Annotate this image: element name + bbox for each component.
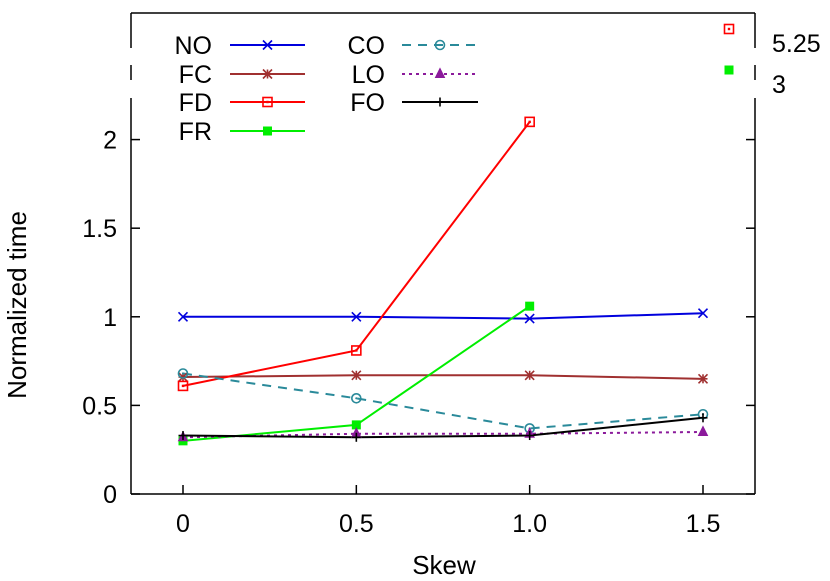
- open-circle-marker: [434, 39, 446, 51]
- open-circle-marker: [351, 393, 362, 404]
- broken-axis-tick-label: 5.25: [772, 30, 821, 58]
- open-square-marker: [723, 23, 735, 35]
- x-axis-ticks: 0 0.5 1.0 1.5: [176, 485, 720, 538]
- y-tick-label: 0: [103, 481, 117, 509]
- legend-label-fo: FO: [350, 89, 385, 117]
- series-markers: [177, 116, 709, 446]
- open-square-marker: [177, 380, 189, 392]
- legend-label-fr: FR: [179, 118, 212, 146]
- filled-square-marker: [351, 420, 361, 430]
- open-square-marker: [262, 96, 273, 108]
- x-marker: [177, 311, 189, 322]
- x-marker: [697, 308, 709, 319]
- legend-label-lo: LO: [352, 61, 385, 89]
- y-tick-label: 1: [103, 304, 117, 332]
- series-line-co: [182, 372, 704, 430]
- series-line-fc: [182, 374, 704, 380]
- legend-label-fc: FC: [179, 61, 212, 89]
- x-tick-label: 1.0: [512, 510, 547, 538]
- star-marker: [262, 68, 273, 80]
- plus-marker: [525, 431, 535, 441]
- star-marker: [697, 373, 709, 384]
- y-axis-label: Normalized time: [2, 211, 32, 399]
- filled-square-marker: [525, 301, 535, 311]
- x-marker: [262, 39, 273, 51]
- legend-label-no: NO: [175, 32, 213, 60]
- y-tick-label: 1.5: [82, 215, 117, 243]
- broken-axis-tick-label: 3: [772, 71, 786, 99]
- y-tick-label: 0.5: [82, 392, 117, 420]
- star-marker: [351, 370, 362, 381]
- legend-label-fd: FD: [179, 89, 212, 117]
- open-circle-marker: [177, 368, 189, 379]
- series-line-no: [183, 312, 704, 320]
- x-tick-label: 0.5: [339, 510, 374, 538]
- x-marker: [351, 311, 362, 322]
- plus-marker: [351, 432, 361, 442]
- plus-marker: [178, 431, 188, 441]
- x-axis-label: Skew: [412, 550, 476, 580]
- series-line-fo: [182, 416, 704, 439]
- filled-square-marker: [263, 126, 272, 136]
- plus-marker: [698, 413, 708, 423]
- x-tick-label: 0: [176, 510, 190, 538]
- series-lines: [182, 121, 704, 442]
- plot-frame: [130, 12, 756, 495]
- legend-label-co: CO: [348, 32, 386, 60]
- y-tick-label: 2: [103, 127, 117, 155]
- filled-square-marker: [724, 65, 734, 75]
- open-square-marker: [351, 345, 362, 356]
- x-marker: [524, 313, 535, 324]
- y-axis-ticks: 0 0.5 1 1.5 2 5.25 3: [82, 30, 820, 509]
- offscale-markers: [723, 23, 735, 75]
- triangle-marker: [697, 425, 709, 436]
- x-tick-label: 1.5: [686, 510, 721, 538]
- plus-marker: [435, 97, 445, 107]
- triangle-marker: [434, 67, 446, 78]
- open-square-marker: [524, 116, 535, 128]
- star-marker: [524, 370, 535, 381]
